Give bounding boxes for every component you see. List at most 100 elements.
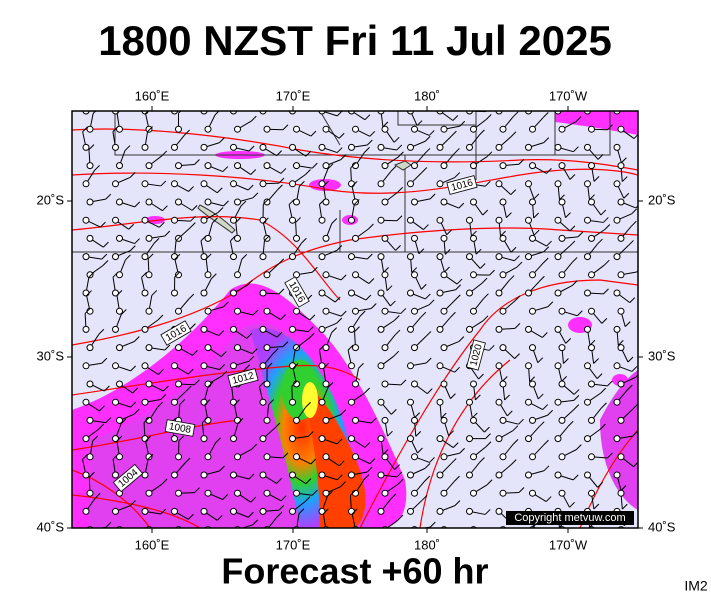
latitude-label: 20˚S bbox=[648, 192, 676, 207]
wind-barb-flag bbox=[308, 332, 315, 339]
wind-barb-flag bbox=[132, 387, 139, 394]
wind-barb-flag bbox=[130, 401, 137, 408]
latitude-label: 40˚S bbox=[648, 519, 676, 534]
wind-barb-station bbox=[116, 271, 123, 279]
wind-barb-flag bbox=[210, 273, 217, 280]
wind-barb-flag bbox=[190, 215, 196, 222]
wind-barb-flag bbox=[174, 253, 181, 260]
wind-barb-flag bbox=[220, 351, 227, 357]
wind-barb-station bbox=[554, 435, 562, 443]
wind-barb-flag bbox=[157, 314, 164, 321]
isobar-label-group: 1008 bbox=[164, 419, 196, 437]
wind-barb-flag bbox=[518, 418, 524, 425]
wind-barb-flag bbox=[204, 399, 211, 406]
wind-barb-flag bbox=[160, 180, 167, 187]
wind-barb-flag bbox=[292, 363, 299, 369]
wind-barb-flag bbox=[648, 486, 653, 491]
wind-barb-station bbox=[259, 216, 267, 224]
wind-barb-flag bbox=[188, 513, 194, 520]
wind-barb-flag bbox=[482, 209, 489, 216]
wind-barb-station bbox=[293, 198, 300, 206]
wind-barb-flag bbox=[247, 184, 254, 191]
wind-barb-station bbox=[86, 234, 94, 242]
wind-barb-flag bbox=[278, 288, 285, 295]
wind-barb-station bbox=[644, 290, 650, 296]
wind-barb-flag bbox=[454, 366, 461, 373]
wind-barb-flag bbox=[205, 253, 212, 260]
wind-barb-flag bbox=[450, 458, 457, 464]
wind-barb-station bbox=[499, 453, 507, 461]
wind-barb-flag bbox=[295, 217, 301, 223]
wind-barb-station bbox=[558, 234, 566, 242]
wind-barb-flag bbox=[294, 344, 301, 351]
wind-barb-flag bbox=[336, 147, 343, 153]
wind-barb-flag bbox=[390, 165, 397, 172]
wind-barb-flag bbox=[390, 300, 396, 307]
wind-barb-station bbox=[141, 398, 149, 406]
wind-barb-flag bbox=[425, 331, 432, 337]
wind-barb-flag bbox=[632, 403, 638, 410]
wind-barb-flag bbox=[415, 430, 422, 437]
wind-barb-station bbox=[470, 162, 477, 170]
wind-barb-flag bbox=[479, 457, 485, 463]
wind-barb-flag bbox=[631, 366, 638, 372]
wind-barb-station bbox=[141, 362, 149, 370]
wind-barb-station bbox=[230, 362, 237, 370]
wind-barb-station bbox=[529, 344, 536, 352]
wind-barb-station bbox=[470, 416, 477, 424]
wind-barb-station bbox=[200, 325, 208, 333]
wind-barb-flag bbox=[607, 452, 613, 459]
wind-barb-flag bbox=[506, 212, 512, 218]
wind-barb-station bbox=[470, 234, 477, 242]
wind-barb-flag bbox=[429, 457, 435, 463]
wind-barb-flag bbox=[105, 193, 112, 200]
wind-barb-flag bbox=[600, 209, 607, 216]
wind-barb-station bbox=[322, 198, 330, 206]
wind-barb-flag bbox=[626, 384, 633, 391]
wind-barb-flag bbox=[291, 380, 298, 387]
wind-barb-station bbox=[289, 362, 296, 370]
wind-barb-flag bbox=[533, 229, 540, 236]
wind-barb-flag bbox=[661, 112, 666, 117]
wind-barb-station bbox=[348, 471, 355, 479]
wind-barb-flag bbox=[657, 467, 662, 472]
wind-barb-station bbox=[436, 180, 444, 188]
wind-barb-station bbox=[352, 344, 359, 352]
wind-barb-station bbox=[381, 489, 389, 497]
isobar-label-group: 1020 bbox=[466, 339, 486, 371]
wind-barb-flag bbox=[369, 130, 376, 137]
wind-barb-station bbox=[318, 143, 326, 151]
wind-barb-flag bbox=[327, 382, 334, 388]
wind-barb-flag bbox=[88, 271, 95, 278]
wind-barb-station bbox=[145, 307, 153, 315]
wind-barb-station bbox=[381, 198, 389, 206]
wind-barb-flag bbox=[274, 422, 281, 429]
wind-barb-flag bbox=[571, 257, 578, 263]
wind-barb-shaft bbox=[651, 415, 666, 421]
wind-barb-station bbox=[617, 271, 625, 279]
wind-barb-flag bbox=[621, 157, 627, 164]
wind-barb-flag bbox=[134, 238, 141, 244]
wind-barb-flag bbox=[538, 421, 545, 428]
wind-barb-flag bbox=[282, 124, 289, 131]
wind-barb-station bbox=[171, 471, 178, 479]
wind-barb-flag bbox=[648, 158, 653, 163]
wind-barb-station bbox=[141, 143, 149, 151]
wind-barb-station bbox=[112, 507, 119, 515]
wind-barb-station bbox=[644, 472, 650, 478]
wind-barb-flag bbox=[486, 151, 493, 158]
wind-barb-flag bbox=[621, 176, 628, 182]
wind-barb-flag bbox=[164, 344, 171, 351]
wind-barb-station bbox=[381, 416, 389, 424]
wind-barb-flag bbox=[510, 189, 517, 195]
wind-barb-station bbox=[82, 143, 90, 151]
wind-barb-flag bbox=[397, 186, 404, 193]
wind-barb-shaft bbox=[173, 111, 175, 112]
wind-barb-station bbox=[259, 362, 267, 370]
wind-barb-station bbox=[82, 435, 90, 443]
wind-barb-station bbox=[584, 325, 591, 333]
isobar-label: 1008 bbox=[168, 421, 192, 436]
wind-barb-station bbox=[318, 216, 326, 224]
wind-barb-station bbox=[86, 380, 94, 388]
wind-barb-station bbox=[407, 325, 414, 333]
